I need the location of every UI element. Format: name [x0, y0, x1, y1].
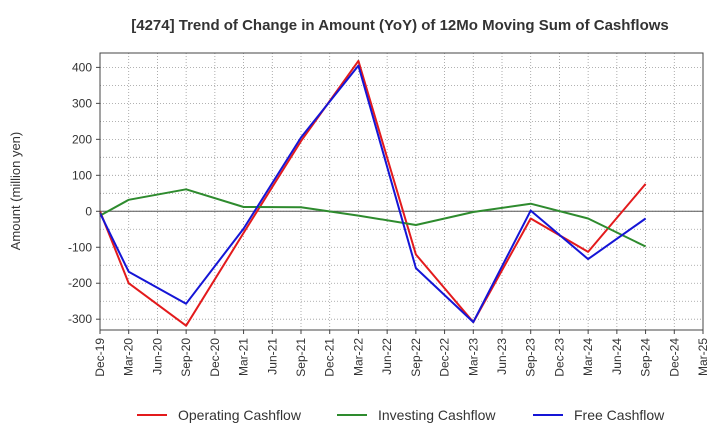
legend-label: Operating Cashflow	[178, 407, 302, 423]
y-tick-label: 200	[72, 132, 92, 146]
x-tick-label: Dec-24	[667, 338, 681, 377]
x-tick-label: Mar-22	[351, 338, 365, 376]
grid	[100, 53, 703, 330]
x-tick-label: Dec-21	[323, 338, 337, 377]
x-tick-label: Jun-23	[495, 338, 509, 375]
x-tick-label: Jun-24	[610, 338, 624, 375]
x-tick-label: Mar-25	[696, 338, 710, 376]
x-tick-label: Mar-23	[466, 338, 480, 376]
legend-label: Free Cashflow	[574, 407, 665, 423]
chart-title: [4274] Trend of Change in Amount (YoY) o…	[131, 17, 669, 34]
y-axis-ticks: 400 300 200 100 0 -100 -200 -300	[68, 60, 100, 326]
x-tick-label: Sep-21	[294, 338, 308, 377]
y-axis-label: Amount (million yen)	[8, 132, 23, 251]
x-tick-label: Jun-21	[265, 338, 279, 375]
y-tick-label: 300	[72, 96, 92, 110]
x-tick-label: Dec-20	[208, 338, 222, 377]
x-tick-label: Dec-19	[93, 338, 107, 377]
y-tick-label: -300	[68, 312, 92, 326]
x-tick-label: Mar-20	[122, 338, 136, 376]
x-tick-label: Sep-23	[524, 338, 538, 377]
x-axis-ticks: Dec-19 Mar-20 Jun-20 Sep-20 Dec-20 Mar-21 Jun-…	[93, 330, 710, 377]
series-group	[99, 59, 647, 327]
x-tick-label: Dec-23	[552, 338, 566, 377]
y-tick-label: -200	[68, 276, 92, 290]
x-tick-label: Sep-24	[639, 338, 653, 377]
series-line-free-cashflow	[99, 64, 647, 324]
legend: Operating Cashflow Investing Cashflow Free…	[137, 407, 665, 423]
series-line-operating-cashflow	[99, 59, 647, 327]
x-tick-label: Sep-20	[179, 338, 193, 377]
y-tick-label: -100	[68, 240, 92, 254]
y-tick-label: 400	[72, 60, 92, 74]
x-tick-label: Jun-22	[380, 338, 394, 375]
legend-label: Investing Cashflow	[378, 407, 496, 423]
x-tick-label: Dec-22	[438, 338, 452, 377]
x-tick-label: Jun-20	[150, 338, 164, 375]
plot-area	[99, 52, 704, 331]
x-tick-label: Mar-24	[581, 338, 595, 376]
y-tick-label: 100	[72, 168, 92, 182]
y-tick-label: 0	[85, 204, 92, 218]
series-line-investing-cashflow	[99, 188, 647, 248]
x-tick-label: Mar-21	[237, 338, 251, 376]
x-tick-label: Sep-22	[409, 338, 423, 377]
